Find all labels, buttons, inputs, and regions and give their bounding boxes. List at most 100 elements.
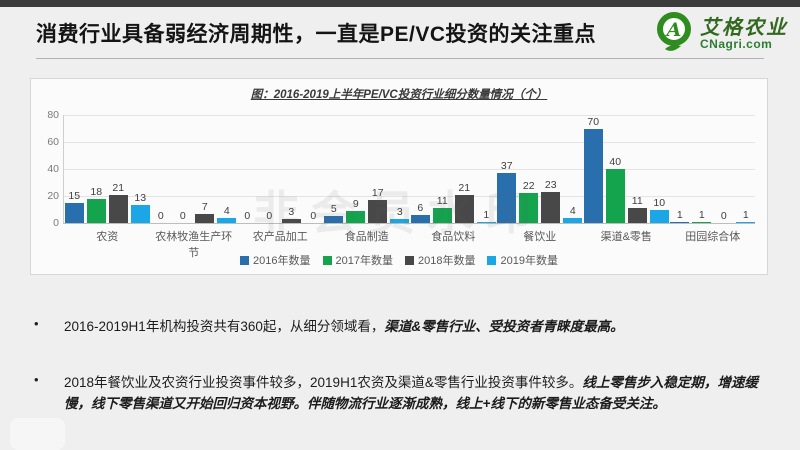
chart-title: 图：2016-2019上半年PE/VC投资行业细分数量情况（个） <box>250 89 548 101</box>
x-category-label: 农林牧渔生产环节 <box>155 231 233 259</box>
bar-value-label: 23 <box>544 178 557 191</box>
bar-value-label: 3 <box>396 205 403 218</box>
bar-value-label: 3 <box>288 205 295 218</box>
bar-value-label: 4 <box>223 204 230 217</box>
bar-value-label: 18 <box>90 185 103 198</box>
bar <box>390 218 410 223</box>
legend-item: 2019年数量 <box>487 252 558 268</box>
gridline <box>63 142 755 143</box>
bar-wrap: 21 <box>454 181 474 223</box>
bar <box>583 128 603 223</box>
bullet-list: • 2016-2019H1年机构投资共有360起，从细分领域看，渠道&零售行业、受… <box>34 316 768 449</box>
legend-swatch <box>487 255 497 265</box>
bar <box>324 216 344 223</box>
bar-value-label: 9 <box>352 197 359 210</box>
bar-value-label: 21 <box>112 181 125 194</box>
bar <box>649 209 669 223</box>
bar-wrap: 1 <box>692 209 712 223</box>
corner-decoration <box>10 418 65 450</box>
y-tick-label: 60 <box>47 136 59 148</box>
bar-wrap: 0 <box>238 210 257 223</box>
bar-wrap: 18 <box>86 185 106 223</box>
legend-label: 2019年数量 <box>500 255 558 267</box>
bar <box>605 169 625 223</box>
bar-wrap: 37 <box>497 160 517 223</box>
bar-group: 70 40 11 10 <box>583 99 670 223</box>
bar-wrap: 0 <box>151 210 170 223</box>
bar-value-label: 4 <box>569 204 576 217</box>
brand-domain: CNagri.com <box>700 36 773 51</box>
bar-value-label: 0 <box>720 210 727 222</box>
bar-wrap: 21 <box>108 181 128 223</box>
bar-wrap: 4 <box>217 204 237 223</box>
bar <box>64 202 84 223</box>
logo-text: 艾格农业 CNagri.com <box>700 16 788 51</box>
bar-wrap: 9 <box>346 197 366 223</box>
bar-wrap: 4 <box>563 204 583 223</box>
bar-wrap: 10 <box>649 196 669 223</box>
bar-wrap: 3 <box>281 205 301 223</box>
bar-value-label: 11 <box>631 195 643 208</box>
gridline <box>63 115 755 116</box>
bar-value-label: 1 <box>483 208 490 221</box>
bar <box>670 221 690 223</box>
bar-wrap: 6 <box>410 202 430 223</box>
legend-swatch <box>322 255 332 265</box>
bar <box>108 194 128 223</box>
bar-value-label: 21 <box>458 181 471 194</box>
bar-value-label: 10 <box>653 196 666 209</box>
bar <box>454 194 474 223</box>
x-category-label: 渠道&零售 <box>600 231 652 243</box>
legend-label: 2017年数量 <box>335 255 393 267</box>
bar-wrap: 15 <box>64 190 84 223</box>
title-divider <box>36 58 764 59</box>
y-axis-line <box>63 115 64 223</box>
bar <box>541 191 561 223</box>
bar-wrap: 17 <box>368 187 388 223</box>
bar <box>497 173 517 223</box>
bar-wrap: 0 <box>304 210 323 223</box>
bar-wrap: 40 <box>605 156 625 223</box>
gridline <box>63 196 755 197</box>
brand-name: 艾格农业 <box>700 14 788 39</box>
bar-value-label: 0 <box>157 210 164 222</box>
bar-wrap: 5 <box>324 203 344 223</box>
legend-item: 2017年数量 <box>322 252 393 268</box>
bullet-plain-text: 2016-2019H1年机构投资共有360起，从细分领域看， <box>64 319 385 334</box>
bar-group: 5 9 17 3 <box>324 99 411 223</box>
bar-value-label: 0 <box>266 210 273 222</box>
page-title: 消费行业具备弱经济周期性，一直是PE/VC投资的关注重点 <box>36 23 597 46</box>
bar-value-label: 13 <box>134 192 147 205</box>
bar-wrap: 22 <box>519 180 539 223</box>
bar <box>86 198 106 223</box>
y-tick-label: 80 <box>47 109 59 121</box>
x-category-label: 食品制造 <box>344 231 389 243</box>
bar <box>217 217 237 223</box>
bullet-text: 2018年餐饮业及农资行业投资事件较多，2019H1农资及渠道&零售行业投资事件… <box>64 372 768 415</box>
bar-wrap: 70 <box>583 115 603 223</box>
y-tick-label: 0 <box>53 217 59 229</box>
legend-swatch <box>240 255 250 265</box>
legend-swatch <box>405 255 414 265</box>
svg-text:A: A <box>665 19 682 41</box>
bar-wrap: 7 <box>195 201 215 223</box>
legend-item: 2016年数量 <box>240 252 311 268</box>
bullet-plain-text: 2018年餐饮业及农资行业投资事件较多，2019H1农资及渠道&零售行业投资事件… <box>64 374 583 390</box>
bar-wrap: 23 <box>541 178 561 223</box>
bar <box>736 221 756 223</box>
bar-value-label: 0 <box>244 210 251 222</box>
bar <box>563 217 583 223</box>
bullet-item: • 2016-2019H1年机构投资共有360起，从细分领域看，渠道&零售行业、受… <box>34 316 768 338</box>
bar-value-label: 70 <box>587 115 600 128</box>
bullet-item: • 2018年餐饮业及农资行业投资事件较多，2019H1农资及渠道&零售行业投资事… <box>34 372 768 415</box>
bar-group: 1 1 0 1 <box>670 99 757 223</box>
bar <box>346 210 366 223</box>
bar-group: 6 11 21 1 <box>410 99 497 223</box>
bar-value-label: 0 <box>310 210 317 222</box>
bar-wrap: 1 <box>476 208 496 223</box>
legend-item: 2018年数量 <box>405 252 475 268</box>
bar-wrap: 0 <box>714 210 733 223</box>
bar-wrap: 13 <box>130 192 150 223</box>
gridline <box>63 169 755 170</box>
x-category-label: 田园综合体 <box>685 231 741 243</box>
